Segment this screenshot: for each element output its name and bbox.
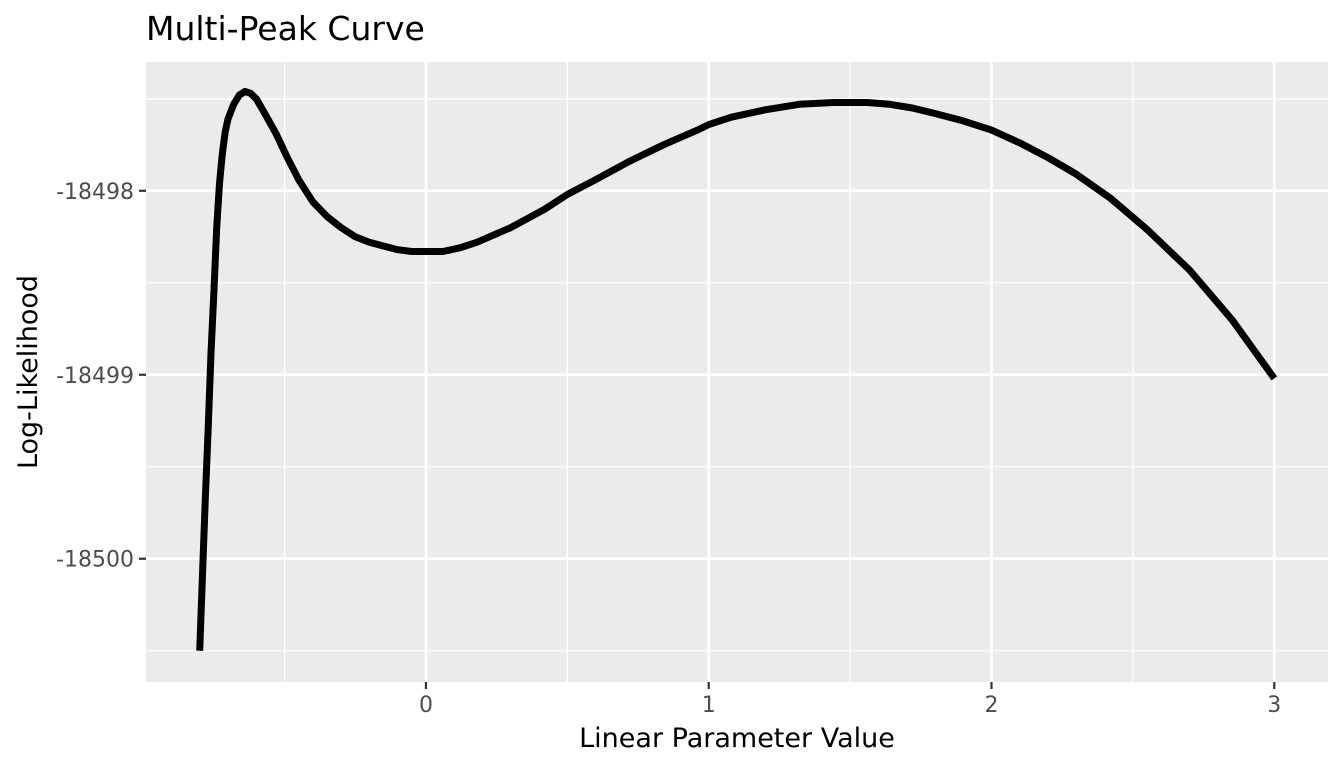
y-tick-labels: -18500 -18499 -18498	[56, 180, 134, 573]
major-gridlines	[146, 62, 1328, 682]
axis-ticks	[139, 189, 1276, 689]
x-tick-label-3: 3	[1267, 693, 1281, 718]
series-line-0	[196, 87, 1278, 651]
y-axis-title: Log-Likelihood	[13, 275, 44, 469]
minor-gridlines	[146, 62, 1328, 682]
x-tick-label-1: 1	[702, 693, 716, 718]
x-axis-title: Linear Parameter Value	[579, 723, 895, 754]
y-tick-label-2: -18498	[56, 180, 134, 205]
x-tick-labels: 0 1 2 3	[419, 693, 1281, 718]
x-tick-label-0: 0	[419, 693, 433, 718]
plot-panel	[146, 62, 1328, 682]
y-tick-label-1: -18499	[56, 364, 134, 389]
series-layer	[196, 87, 1278, 651]
chart-title: Multi-Peak Curve	[146, 9, 425, 48]
y-tick-label-0: -18500	[56, 548, 134, 573]
x-tick-label-2: 2	[984, 693, 998, 718]
